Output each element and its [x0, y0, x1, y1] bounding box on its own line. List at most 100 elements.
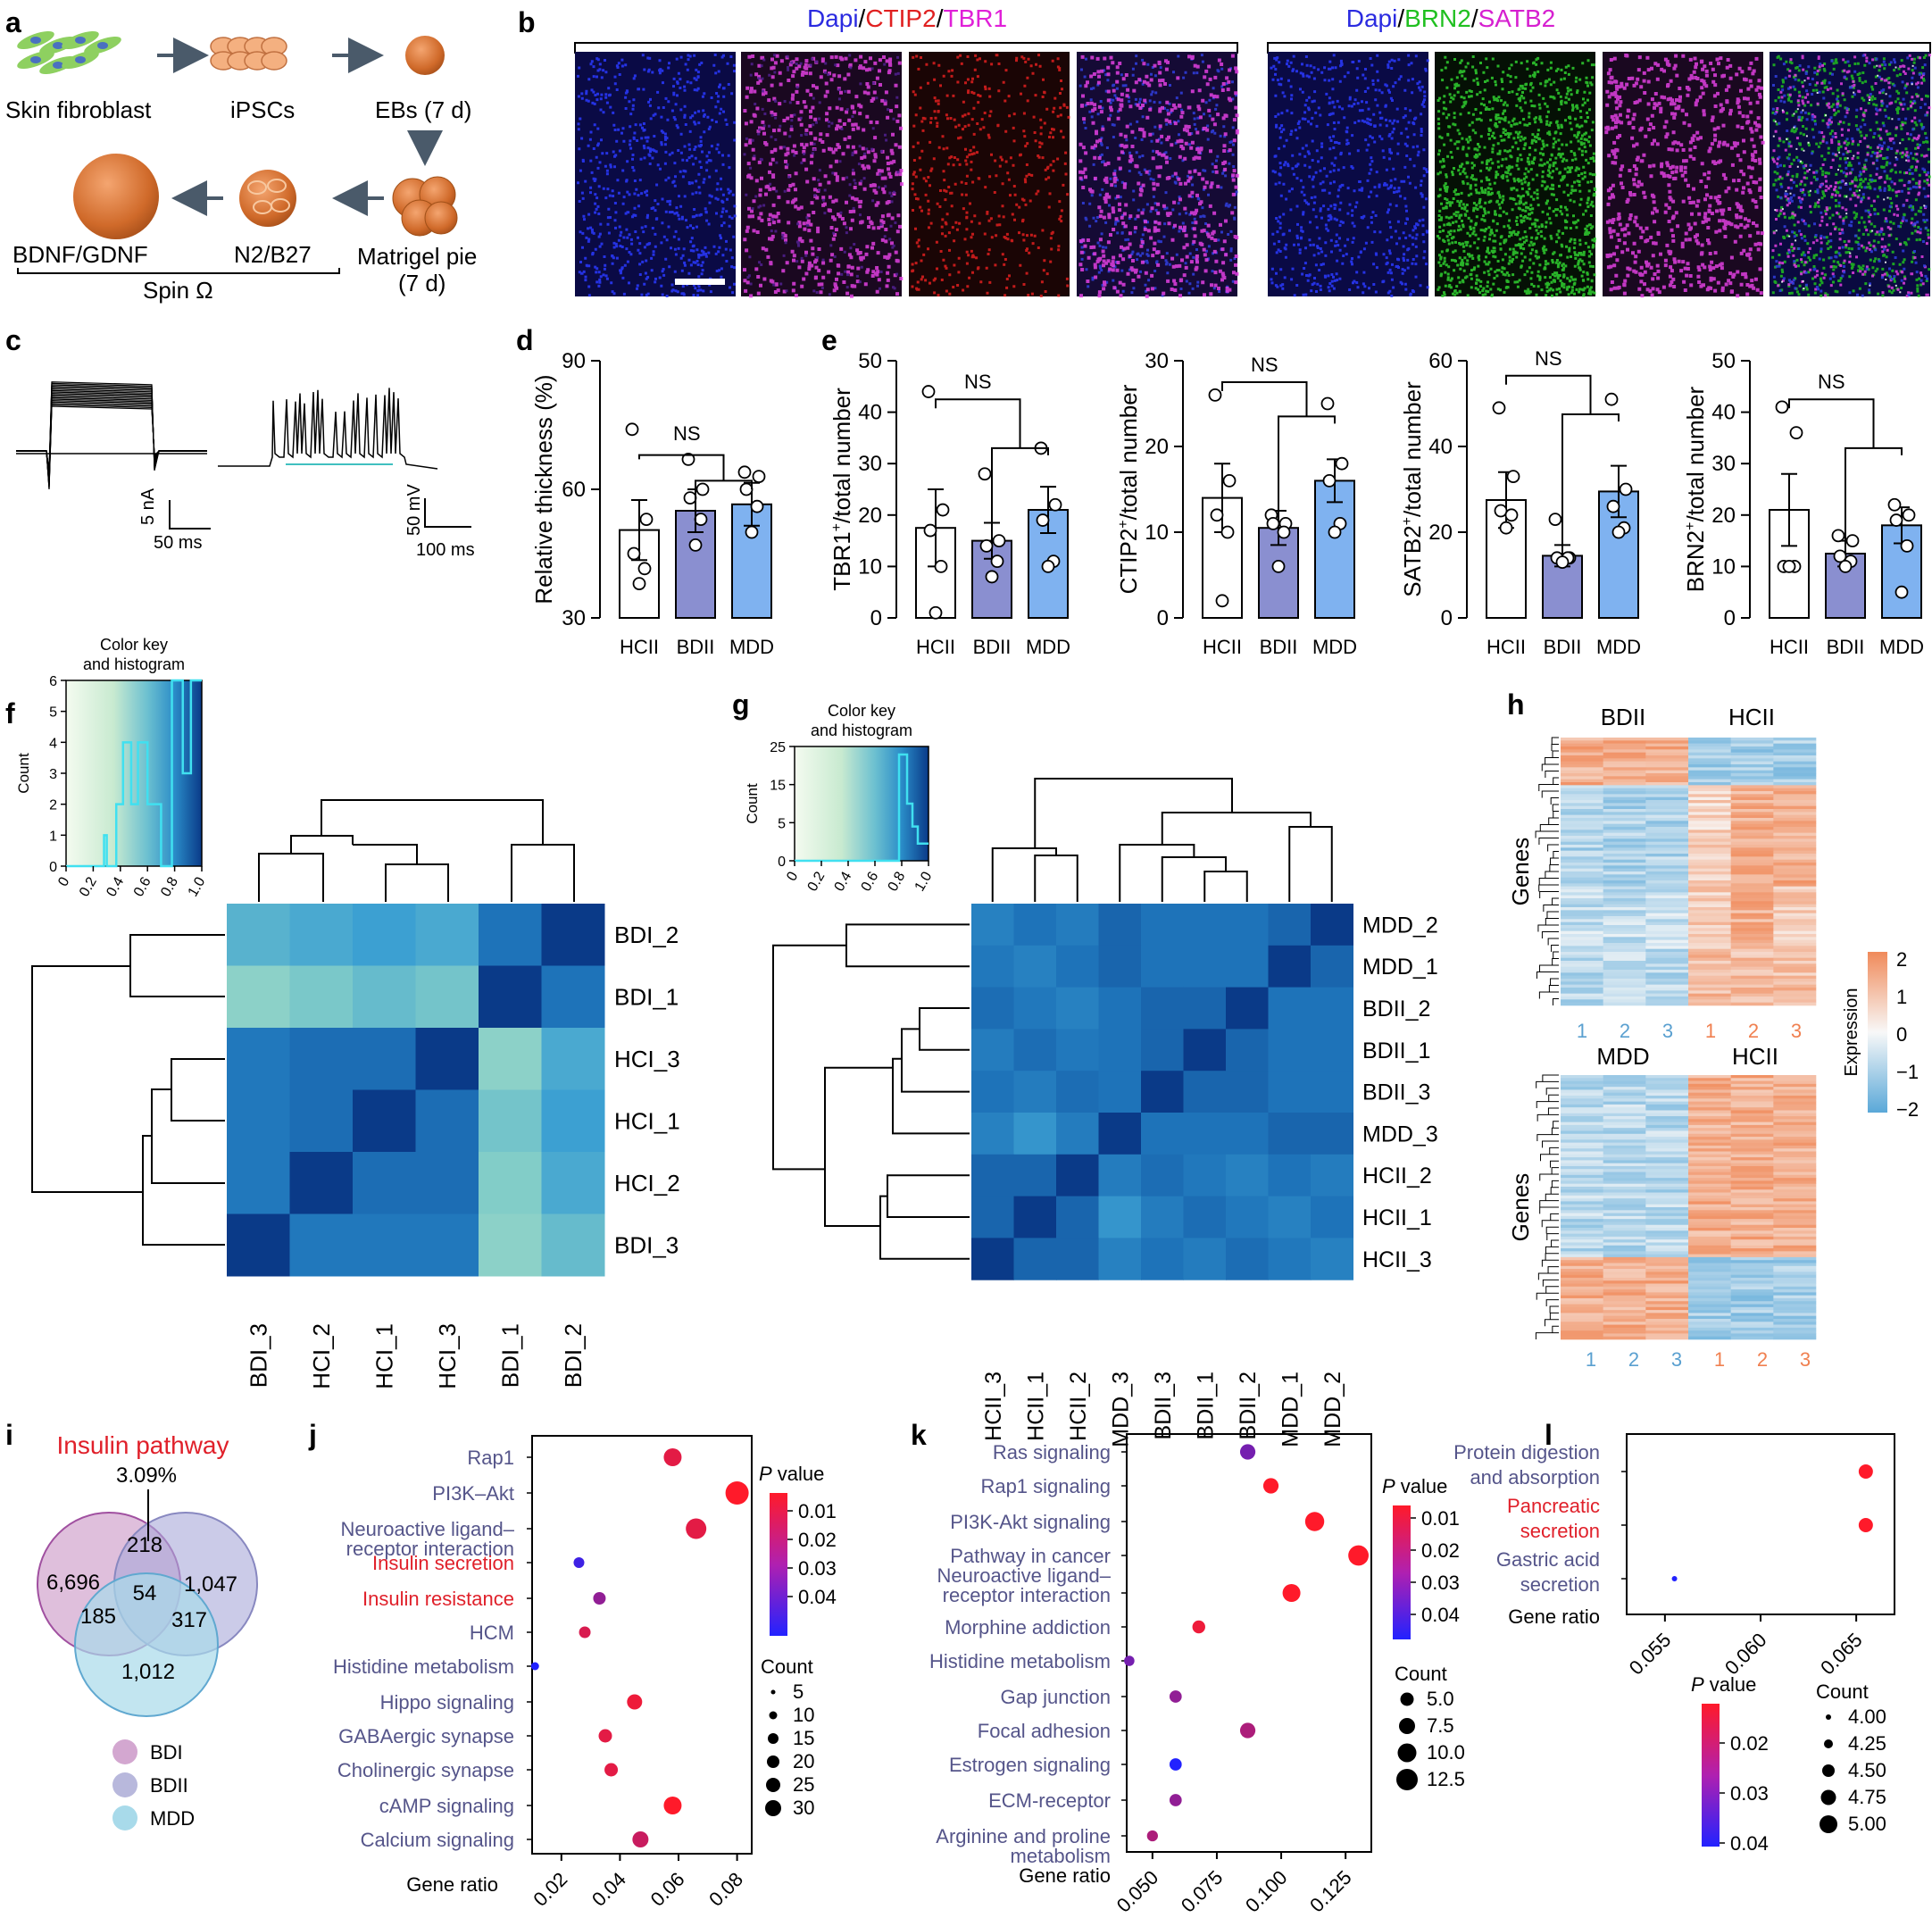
label-ipscs: iPSCs — [230, 96, 295, 123]
expression-cell — [1603, 880, 1646, 884]
b-left-title: Dapi/CTIP2/TBR1 — [807, 4, 1007, 32]
expression-cell — [1603, 955, 1646, 958]
data-point — [752, 470, 766, 483]
expression-cell — [1730, 818, 1774, 821]
expression-cell — [1773, 749, 1817, 753]
expression-cell — [1773, 883, 1817, 887]
expression-cell — [1561, 1236, 1603, 1240]
count-legend-dot — [767, 1755, 779, 1768]
expression-cell — [1561, 743, 1603, 747]
scale1-x: 50 ms — [154, 533, 202, 553]
col-label: BDI_2 — [560, 1323, 587, 1388]
expression-cell — [1773, 913, 1817, 917]
expression-cell — [1730, 1119, 1774, 1122]
expression-cell — [1688, 1251, 1731, 1255]
expression-cell — [1773, 1116, 1817, 1120]
expression-cell — [1603, 874, 1646, 878]
col-label: BDII_1 — [1193, 1372, 1218, 1439]
heatmap-cell — [289, 1089, 354, 1153]
data-point — [1266, 517, 1280, 530]
expression-cell — [1603, 1107, 1646, 1111]
expression-cell — [1561, 1315, 1603, 1320]
expression-cell — [1773, 1215, 1817, 1220]
expression-cell — [1773, 743, 1817, 747]
expression-cell — [1773, 1242, 1817, 1247]
label-matrigel-days: (7 d) — [398, 270, 446, 296]
expression-cell — [1645, 895, 1689, 899]
expression-cell — [1603, 838, 1646, 842]
expression-cell — [1603, 1318, 1646, 1322]
term-label: Neuroactive ligand– — [937, 1564, 1112, 1587]
expression-cell — [1688, 764, 1731, 768]
expression-cell — [1603, 863, 1646, 866]
expression-cell — [1688, 1327, 1731, 1331]
expression-cell — [1730, 1128, 1774, 1131]
data-point — [1322, 474, 1337, 488]
expression-cell — [1603, 1233, 1646, 1238]
expression-cell — [1561, 895, 1603, 899]
expression-cell — [1603, 1286, 1646, 1290]
expression-cell — [1645, 1322, 1689, 1325]
key-x-label: 0.8 — [886, 869, 909, 894]
term-label: Focal adhesion — [978, 1720, 1111, 1742]
expression-cell — [1730, 1251, 1774, 1255]
expression-cell — [1688, 1230, 1731, 1234]
expression-cell — [1561, 928, 1603, 931]
heatmap-cell — [1056, 904, 1099, 946]
expression-cell — [1561, 963, 1603, 967]
expression-cell — [1645, 1198, 1689, 1202]
expression-cell — [1561, 782, 1603, 786]
heatmap-cell — [1141, 1154, 1184, 1197]
expression-cell — [1603, 943, 1646, 946]
expression-cell — [1561, 823, 1603, 828]
expression-cell — [1561, 770, 1603, 774]
sample-number: 1 — [1705, 1020, 1716, 1042]
expression-cell — [1645, 841, 1689, 846]
expression-cell — [1561, 818, 1603, 821]
heatmap-cell — [1311, 1196, 1353, 1238]
expression-cell — [1561, 809, 1603, 813]
expression-cell — [1773, 1272, 1817, 1275]
expression-cell — [1561, 1169, 1603, 1172]
sample-number: 3 — [1662, 1020, 1673, 1042]
expression-cell — [1561, 981, 1603, 985]
row-dendrogram — [879, 1195, 970, 1260]
expression-cell — [1773, 1239, 1817, 1243]
heatmap-cell — [1141, 1071, 1184, 1113]
expression-cell — [1688, 1163, 1731, 1167]
expression-cell — [1730, 1313, 1774, 1316]
expression-cell — [1645, 1204, 1689, 1208]
expression-cell — [1688, 788, 1731, 792]
expression-cell — [1688, 755, 1731, 759]
ipsc-cell — [261, 51, 287, 71]
expression-cell — [1561, 1251, 1603, 1255]
heatmap-cell — [415, 1028, 479, 1090]
expression-cell — [1773, 1098, 1817, 1102]
row-dendrogram — [901, 1028, 970, 1093]
expression-cell — [1730, 1160, 1774, 1163]
expression-cell — [1645, 1260, 1689, 1263]
enrichment-dot — [663, 1448, 682, 1466]
term-label: and absorption — [1470, 1466, 1600, 1489]
expression-cell — [1603, 1165, 1646, 1170]
expression-cell — [1645, 1228, 1689, 1231]
expression-cell — [1603, 1213, 1646, 1217]
expression-cell — [1645, 773, 1689, 777]
expression-cell — [1561, 874, 1603, 878]
key-x-label: 1.0 — [912, 869, 936, 894]
expression-cell — [1773, 925, 1817, 929]
data-point — [1606, 499, 1620, 513]
expression-cell — [1645, 788, 1689, 792]
heatmap-cell — [1141, 904, 1184, 946]
expression-cell — [1645, 1236, 1689, 1240]
expression-cell — [1730, 823, 1774, 828]
expression-cell — [1773, 1245, 1817, 1249]
expression-cell — [1688, 1189, 1731, 1193]
expression-cell — [1773, 1292, 1817, 1296]
expression-cell — [1561, 904, 1603, 908]
expression-cell — [1645, 880, 1689, 884]
expression-cell — [1561, 1306, 1603, 1311]
expression-tick: 2 — [1896, 948, 1907, 971]
heatmap-cell — [227, 1089, 290, 1153]
expression-cell — [1730, 1107, 1774, 1111]
